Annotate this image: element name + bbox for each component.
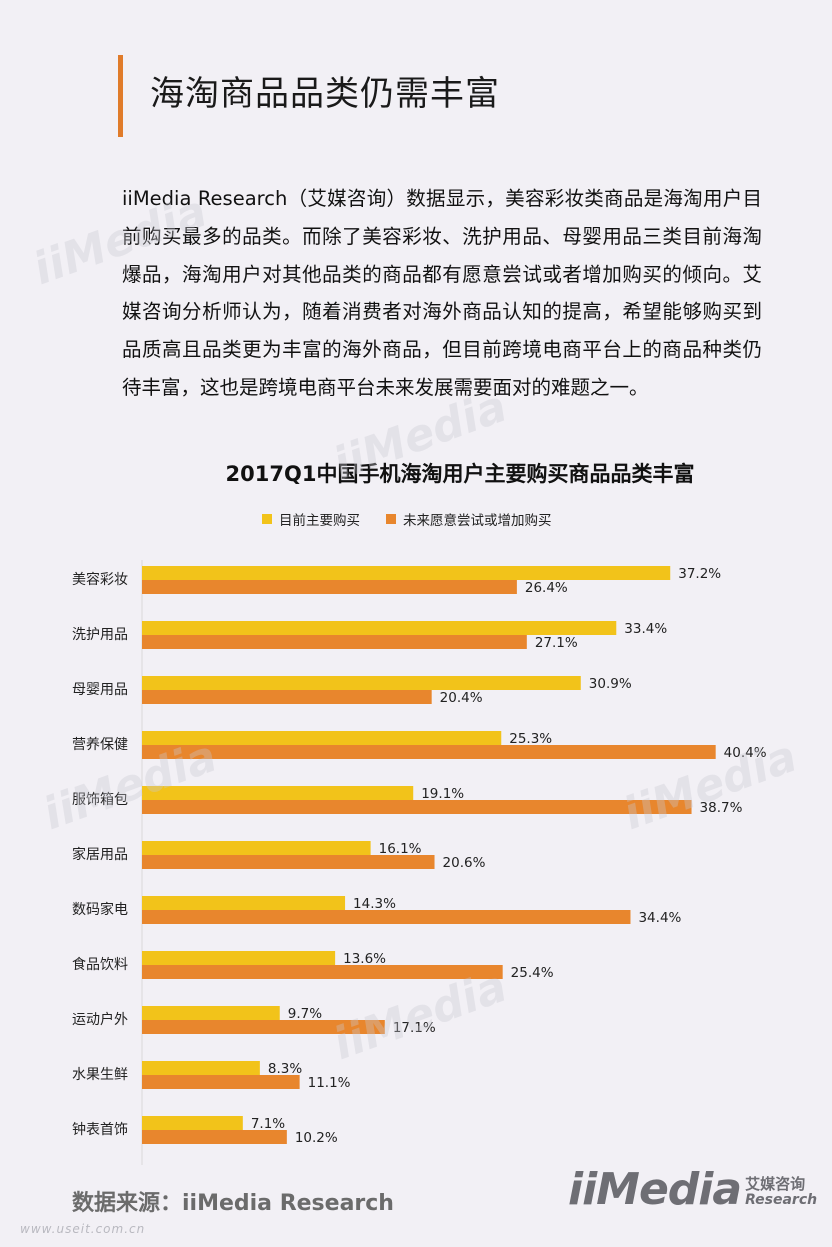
- page-title: 海淘商品品类仍需丰富: [150, 74, 500, 114]
- data-label-future: 38.7%: [700, 800, 743, 816]
- legend-item-future: 未来愿意尝试或增加购买: [386, 509, 552, 529]
- category-label: 运动户外: [72, 1011, 128, 1028]
- data-label-current: 13.6%: [343, 951, 386, 967]
- bar-current: [142, 1116, 243, 1130]
- legend-item-current: 目前主要购买: [262, 509, 360, 529]
- bar-future: [142, 690, 432, 704]
- legend-swatch-future: [386, 514, 396, 524]
- data-label-future: 25.4%: [511, 965, 554, 981]
- data-label-current: 9.7%: [288, 1006, 322, 1022]
- category-label: 食品饮料: [72, 956, 128, 973]
- body-paragraph: iiMedia Research（艾媒咨询）数据显示，美容彩妆类商品是海淘用户目…: [122, 187, 762, 399]
- data-source: 数据来源：iiMedia Research: [72, 1191, 394, 1216]
- bar-future: [142, 1075, 300, 1089]
- bar-future: [142, 1020, 385, 1034]
- data-label-future: 20.4%: [440, 690, 483, 706]
- logo-wordmark: iiMedia: [568, 1164, 742, 1215]
- bar-current: [142, 951, 336, 965]
- logo-en: Research: [745, 1191, 818, 1208]
- title-accent-bar: [118, 55, 123, 137]
- bar-current: [142, 731, 502, 745]
- category-label: 家居用品: [72, 846, 128, 863]
- data-label-current: 8.3%: [268, 1061, 302, 1077]
- footer-url: www.useit.com.cn: [20, 1222, 146, 1236]
- bar-future: [142, 965, 503, 979]
- category-label: 钟表首饰: [72, 1121, 128, 1138]
- data-label-future: 11.1%: [308, 1075, 351, 1091]
- bar-future: [142, 800, 692, 814]
- bar-current: [142, 676, 581, 690]
- legend-swatch-current: [262, 514, 272, 524]
- bar-current: [142, 841, 371, 855]
- category-label: 水果生鲜: [72, 1067, 128, 1083]
- bar-current: [142, 621, 617, 635]
- logo-cn: 艾媒咨询: [745, 1175, 806, 1194]
- data-label-current: 37.2%: [678, 566, 721, 582]
- data-label-future: 10.2%: [295, 1130, 338, 1146]
- data-label-current: 19.1%: [421, 786, 464, 802]
- category-label: 营养保健: [72, 737, 128, 753]
- bar-future: [142, 745, 716, 759]
- data-label-future: 34.4%: [638, 910, 681, 926]
- data-label-future: 27.1%: [535, 635, 578, 651]
- legend-label-current: 目前主要购买: [279, 513, 360, 529]
- data-label-current: 30.9%: [589, 676, 632, 692]
- bar-current: [142, 786, 414, 800]
- data-label-current: 14.3%: [353, 896, 396, 912]
- bar-future: [142, 910, 631, 924]
- category-label: 母婴用品: [72, 682, 128, 698]
- data-label-current: 16.1%: [379, 841, 422, 857]
- category-label: 洗护用品: [72, 627, 128, 643]
- bar-future: [142, 580, 517, 594]
- category-label: 数码家电: [72, 901, 128, 918]
- data-label-current: 33.4%: [624, 621, 667, 637]
- data-label-current: 7.1%: [251, 1116, 285, 1132]
- bar-future: [142, 1130, 287, 1144]
- chart-legend: 目前主要购买 未来愿意尝试或增加购买: [262, 509, 552, 529]
- data-label-current: 25.3%: [509, 731, 552, 747]
- bar-future: [142, 635, 527, 649]
- category-label: 服饰箱包: [72, 792, 128, 808]
- data-label-future: 40.4%: [724, 745, 767, 761]
- data-label-future: 17.1%: [393, 1020, 436, 1036]
- bar-current: [142, 1061, 260, 1075]
- chart-title: 2017Q1中国手机海淘用户主要购买商品品类丰富: [225, 462, 695, 486]
- category-label: 美容彩妆: [72, 571, 128, 588]
- bar-current: [142, 1006, 280, 1020]
- data-label-future: 20.6%: [443, 855, 486, 871]
- logo-side: 艾媒咨询 Research: [745, 1176, 817, 1208]
- bar-future: [142, 855, 435, 869]
- bar-current: [142, 896, 346, 910]
- iimedia-logo: iiMedia 艾媒咨询 Research: [568, 1168, 817, 1212]
- legend-label-future: 未来愿意尝试或增加购买: [403, 513, 552, 529]
- bar-current: [142, 566, 671, 580]
- data-label-future: 26.4%: [525, 580, 568, 596]
